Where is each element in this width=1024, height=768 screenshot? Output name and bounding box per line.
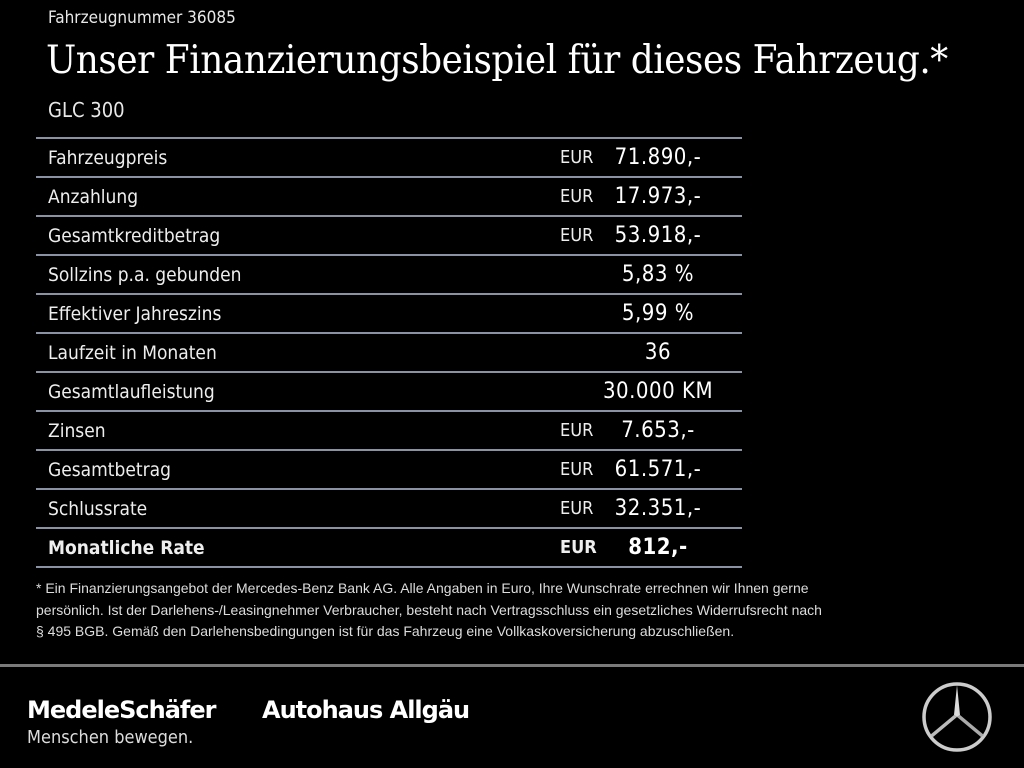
row-label: Gesamtlaufleistung <box>48 381 215 403</box>
row-label: Anzahlung <box>48 186 139 208</box>
table-row: Effektiver Jahreszins 5,99 % <box>36 293 742 332</box>
dealer-logo-allgaeu: Autohaus Allgäu <box>262 696 470 724</box>
row-label: Effektiver Jahreszins <box>48 303 222 325</box>
row-label: Zinsen <box>48 420 106 442</box>
row-label: Gesamtkreditbetrag <box>48 225 221 247</box>
row-value: 5,83 % <box>621 262 695 287</box>
table-row: Monatliche Rate EUR 812,- <box>36 527 742 568</box>
row-currency: EUR <box>560 537 597 558</box>
row-value: 71.890,- <box>614 145 702 170</box>
row-value: 30.000 KM <box>602 379 714 404</box>
row-currency: EUR <box>560 420 594 441</box>
disclaimer-line: * Ein Finanzierungsangebot der Mercedes-… <box>36 580 809 596</box>
row-value: 36 <box>644 340 672 365</box>
row-value: 7.653,- <box>621 418 695 443</box>
row-label: Monatliche Rate <box>48 537 205 559</box>
table-row: Laufzeit in Monaten 36 <box>36 332 742 371</box>
table-row: Zinsen EUR 7.653,- <box>36 410 742 449</box>
row-currency: EUR <box>560 147 594 168</box>
row-value: 53.918,- <box>614 223 702 248</box>
table-row: Anzahlung EUR 17.973,- <box>36 176 742 215</box>
row-label: Laufzeit in Monaten <box>48 342 217 364</box>
row-label: Sollzins p.a. gebunden <box>48 264 242 286</box>
financing-table: Fahrzeugpreis EUR 71.890,- Anzahlung EUR 17.9… <box>36 137 742 568</box>
row-value: 32.351,- <box>614 496 702 521</box>
table-row: Gesamtlaufleistung 30.000 KM <box>36 371 742 410</box>
mercedes-star-icon <box>922 682 992 752</box>
disclaimer: * Ein Finanzierungsangebot der Mercedes-… <box>36 578 822 643</box>
row-value: 17.973,- <box>614 184 702 209</box>
row-value: 5,99 % <box>621 301 695 326</box>
row-currency: EUR <box>560 186 594 207</box>
vehicle-model: GLC 300 <box>48 98 125 122</box>
disclaimer-line: § 495 BGB. Gemäß den Darlehensbedingunge… <box>36 623 735 639</box>
row-label: Gesamtbetrag <box>48 459 171 481</box>
table-row: Sollzins p.a. gebunden 5,83 % <box>36 254 742 293</box>
page-title: Unser Finanzierungsbeispiel für dieses F… <box>46 38 948 83</box>
dealer-logo: MedeleSchäfer <box>27 696 216 724</box>
table-row: Gesamtbetrag EUR 61.571,- <box>36 449 742 488</box>
row-currency: EUR <box>560 498 594 519</box>
slogan: Menschen bewegen. <box>27 727 194 748</box>
table-row: Fahrzeugpreis EUR 71.890,- <box>36 137 742 176</box>
row-currency: EUR <box>560 459 594 480</box>
row-value: 61.571,- <box>614 457 702 482</box>
row-label: Schlussrate <box>48 498 148 520</box>
disclaimer-line: persönlich. Ist der Darlehens-/Leasingne… <box>36 601 822 618</box>
footer-divider <box>0 664 1024 667</box>
row-label: Fahrzeugpreis <box>48 147 168 169</box>
table-row: Gesamtkreditbetrag EUR 53.918,- <box>36 215 742 254</box>
row-currency: EUR <box>560 225 594 246</box>
row-value: 812,- <box>628 535 688 560</box>
vehicle-number: Fahrzeugnummer 36085 <box>48 8 236 28</box>
table-row: Schlussrate EUR 32.351,- <box>36 488 742 527</box>
